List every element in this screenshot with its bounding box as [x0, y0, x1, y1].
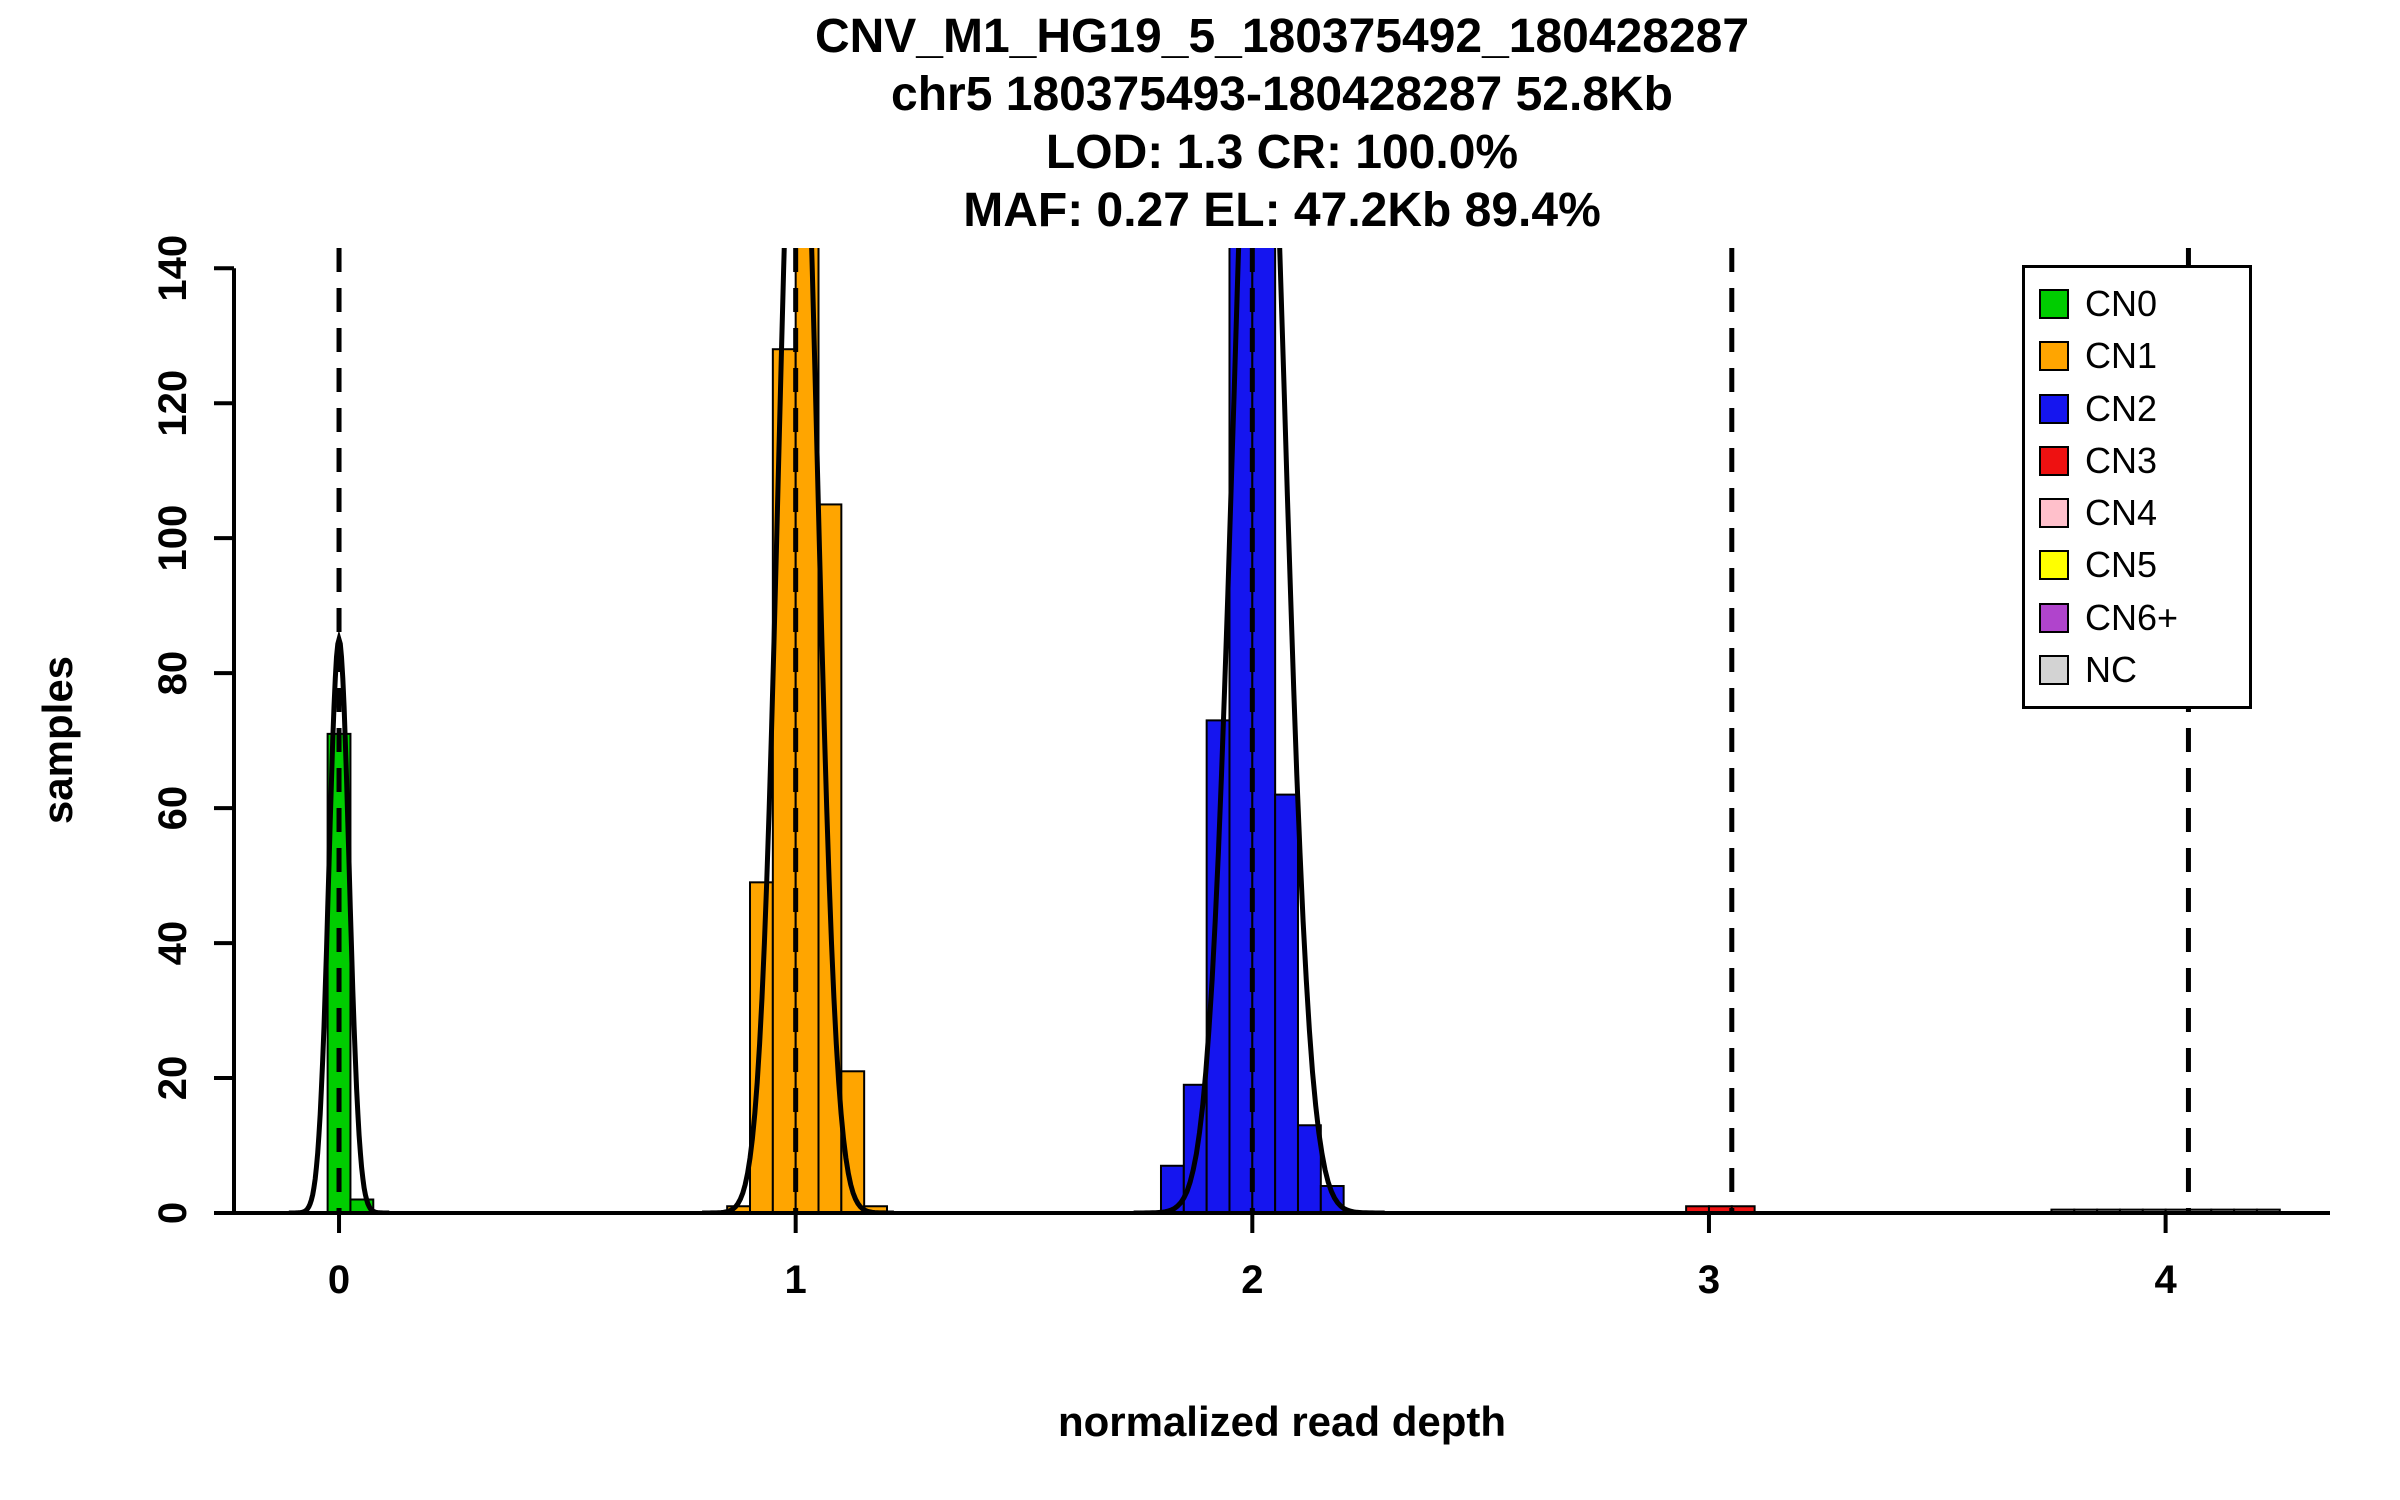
legend-label: CN6+ [2085, 596, 2179, 638]
legend-swatch-CN3 [2039, 445, 2069, 476]
legend-item-NC: NC [2039, 649, 2235, 691]
legend-item-CN5: CN5 [2039, 544, 2235, 586]
legend-label: CN2 [2085, 387, 2158, 429]
legend-label: CN0 [2085, 283, 2158, 325]
legend-item-CN4: CN4 [2039, 492, 2235, 534]
legend-box: CN0 CN1 CN2 CN3 CN4 CN5 CN6+ NC [2022, 265, 2252, 709]
legend-label: NC [2085, 648, 2137, 690]
density-curve-CN0 [288, 630, 390, 1215]
plot-title-block: CNV_M1_HG19_5_180375492_180428287 chr5 1… [234, 8, 2330, 240]
legend-item-CN2: CN2 [2039, 388, 2235, 430]
y-tick-label: 40 [151, 921, 195, 966]
legend-swatch-CN0 [2039, 289, 2069, 320]
histogram-series-CN1 [726, 248, 889, 1215]
legend-item-CN1: CN1 [2039, 335, 2235, 377]
x-axis-title: normalized read depth [1057, 1398, 1507, 1445]
x-tick-label: 3 [1698, 1258, 1720, 1302]
bar-CN2-4 [1251, 248, 1277, 1214]
bar-CN2-3 [1228, 248, 1254, 1214]
legend-swatch-CN2 [2039, 393, 2069, 424]
legend-swatch-CN6+ [2039, 602, 2069, 633]
y-tick-label: 120 [151, 370, 195, 437]
x-tick-label: 2 [1241, 1258, 1263, 1302]
legend-swatch-NC [2039, 654, 2069, 685]
plot-title-line4: MAF: 0.27 EL: 47.2Kb 89.4% [963, 184, 1601, 237]
plot-title-line2: chr5 180375493-180428287 52.8Kb [891, 68, 1673, 121]
legend-item-CN6+: CN6+ [2039, 597, 2235, 639]
histogram-series-CN2 [1159, 248, 1345, 1214]
legend-swatch-CN5 [2039, 550, 2069, 581]
density-curve-CN1 [702, 248, 894, 1215]
y-tick-label: 100 [151, 505, 195, 572]
y-tick-label: 140 [151, 235, 195, 302]
y-tick-label: 60 [151, 786, 195, 831]
y-tick-label: 80 [151, 651, 195, 696]
x-tick-label: 1 [785, 1258, 807, 1302]
plot-title-line1: CNV_M1_HG19_5_180375492_180428287 [814, 10, 1750, 63]
legend-label: CN4 [2085, 492, 2158, 534]
legend-label: CN3 [2085, 439, 2158, 481]
y-tick-label: 0 [151, 1202, 195, 1224]
legend-item-CN3: CN3 [2039, 440, 2235, 482]
plot-title-line3: LOD: 1.3 CR: 100.0% [1045, 126, 1519, 179]
legend-label: CN5 [2085, 544, 2158, 586]
legend-label: CN1 [2085, 335, 2158, 377]
legend-swatch-CN1 [2039, 341, 2069, 372]
bar-CN2-2 [1205, 719, 1231, 1214]
x-tick-label: 4 [2154, 1258, 2177, 1302]
y-tick-label: 20 [151, 1056, 195, 1101]
legend-item-CN0: CN0 [2039, 283, 2235, 325]
x-tick-label: 0 [328, 1258, 350, 1302]
legend-swatch-CN4 [2039, 498, 2069, 529]
y-axis-title: samples [34, 655, 81, 825]
bar-CN2-5 [1274, 793, 1299, 1214]
density-curve-CN2 [1133, 248, 1385, 1215]
